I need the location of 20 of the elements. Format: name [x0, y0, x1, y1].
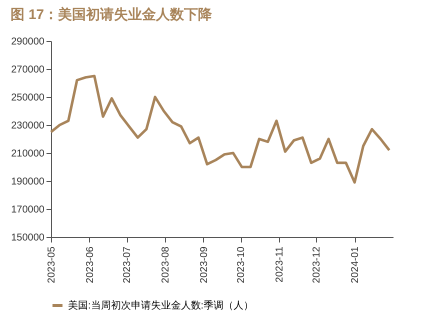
y-tick-label: 290000	[11, 36, 45, 48]
x-tick-label: 2023-07	[122, 246, 134, 284]
x-tick-label: 2023-09	[198, 246, 210, 284]
y-tick-label: 270000	[11, 64, 45, 76]
y-tick-label: 150000	[11, 232, 45, 244]
line-series	[50, 74, 391, 184]
x-tick-label: 2023-06	[84, 246, 96, 284]
x-tick-label: 2023-10	[236, 246, 248, 284]
y-tick-label: 210000	[11, 148, 45, 160]
x-tick-label: 2023-05	[46, 246, 58, 284]
y-tick-label: 230000	[11, 120, 45, 132]
y-tick-label: 190000	[11, 176, 45, 188]
x-tick-label: 2023-11	[274, 246, 286, 282]
y-tick-label: 250000	[11, 92, 45, 104]
legend-label: 美国:当周初次申请失业金人数:季调（人）	[68, 300, 254, 312]
x-tick-label: 2023-08	[160, 246, 172, 284]
x-tick-label: 2023-12	[312, 246, 323, 284]
y-tick-label: 170000	[11, 204, 45, 216]
x-tick-label: 2024-01	[350, 246, 362, 284]
chart-title: 图 17：美国初请失业金人数下降	[10, 6, 214, 22]
